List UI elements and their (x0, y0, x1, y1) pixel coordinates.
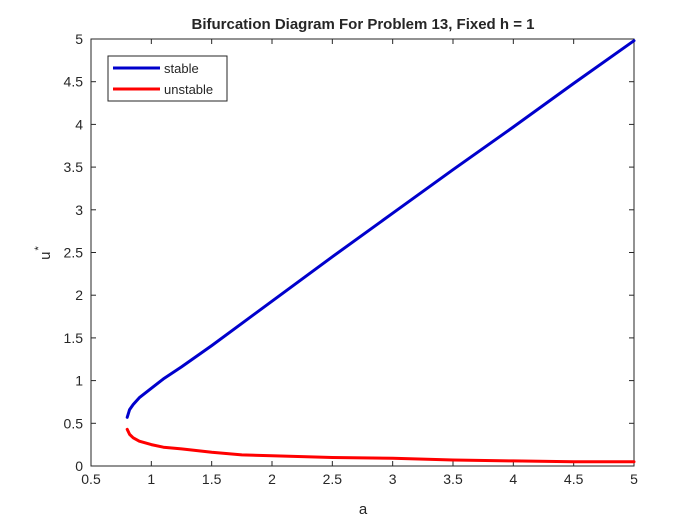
y-tick-label: 2.5 (64, 245, 84, 261)
x-tick-label: 4.5 (564, 471, 584, 487)
y-tick-label: 4.5 (64, 74, 84, 90)
y-tick-label: 3 (75, 202, 83, 218)
series-line-stable (125, 39, 636, 419)
y-tick-label: 1 (75, 373, 83, 389)
x-tick-label: 4 (509, 471, 517, 487)
x-tick-label: 0.5 (81, 471, 101, 487)
x-tick-label: 3 (389, 471, 397, 487)
y-axis-label: u* (33, 245, 54, 259)
legend-label-stable: stable (164, 61, 199, 76)
x-axis: 0.5 1 1.5 2 2.5 3 3.5 4 4.5 5 (81, 39, 638, 487)
x-tick-label: 2.5 (323, 471, 343, 487)
legend-label-unstable: unstable (164, 82, 213, 97)
y-tick-label: 2 (75, 287, 83, 303)
x-tick-label: 3.5 (443, 471, 463, 487)
plot-area (90, 38, 635, 467)
legend: stable unstable (107, 55, 228, 102)
legend-box (107, 55, 228, 102)
y-axis-label-base: u (37, 251, 54, 259)
y-tick-label: 3.5 (64, 159, 84, 175)
y-tick-label: 5 (75, 31, 83, 47)
x-axis-label: a (359, 501, 368, 518)
x-tick-label: 1 (147, 471, 155, 487)
y-tick-label: 4 (75, 116, 83, 132)
x-tick-label: 1.5 (202, 471, 222, 487)
series-line-unstable (125, 427, 636, 464)
x-tick-label: 5 (630, 471, 638, 487)
chart-title: Bifurcation Diagram For Problem 13, Fixe… (191, 16, 534, 33)
y-axis: 0 0.5 1 1.5 2 2.5 3 3.5 4 4.5 5 (64, 31, 634, 474)
y-axis-label-text: u* (33, 245, 54, 259)
y-tick-label: 1.5 (64, 330, 84, 346)
y-tick-label: 0.5 (64, 415, 84, 431)
data-series (125, 39, 636, 464)
y-tick-label: 0 (75, 458, 83, 474)
y-axis-label-superscript: * (33, 245, 45, 250)
x-tick-label: 2 (268, 471, 276, 487)
